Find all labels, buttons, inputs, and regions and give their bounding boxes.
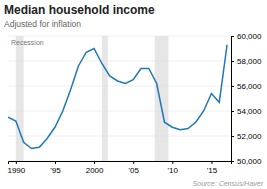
recession-band — [102, 36, 108, 161]
x-tick-mark — [133, 161, 134, 164]
x-tick: '10 — [168, 161, 179, 175]
line — [8, 45, 227, 149]
x-tick-label: '05 — [128, 166, 139, 175]
recession-band — [16, 36, 24, 161]
y-tick-mark — [231, 161, 234, 162]
x-tick-label: '95 — [50, 166, 61, 175]
x-tick-label: 1990 — [7, 166, 25, 175]
x-tick: '95 — [50, 161, 61, 175]
title: Median household income — [4, 3, 155, 17]
y-axis: 50,000 52,000 54,000 56,000 58,000 60,000 — [231, 32, 262, 166]
chart: Median household income Adjusted for infl… — [0, 0, 267, 189]
x-tick-mark — [94, 161, 95, 164]
y-tick: 58,000 — [231, 57, 262, 66]
x-tick-mark — [211, 161, 212, 164]
x-tick: '15 — [207, 161, 218, 175]
y-tick-mark — [231, 86, 234, 87]
y-tick: 54,000 — [231, 107, 262, 116]
grid-line — [8, 61, 231, 62]
subtitle: Adjusted for inflation — [4, 19, 81, 29]
grid-line — [8, 111, 231, 112]
x-tick-mark — [16, 161, 17, 164]
y-tick-mark — [231, 111, 234, 112]
x-tick: 2000 — [86, 161, 104, 175]
grid-line — [8, 136, 231, 137]
y-tick-label: 56,000 — [237, 82, 262, 91]
y-tick-label: 54,000 — [237, 107, 262, 116]
y-tick: 56,000 — [231, 82, 262, 91]
x-axis: 1990 '95 2000 '05 '10 '15 — [7, 161, 231, 175]
x-tick-label: '15 — [207, 166, 218, 175]
grid-line — [8, 36, 231, 37]
y-tick-label: 52,000 — [237, 132, 262, 141]
band-label: Recession — [11, 39, 44, 46]
y-tick-label: 58,000 — [237, 57, 262, 66]
bands — [16, 36, 169, 161]
x-tick-label: 2000 — [86, 166, 104, 175]
y-tick-mark — [231, 136, 234, 137]
x-tick-label: '10 — [168, 166, 179, 175]
source: Source: Census/Haver — [193, 180, 264, 187]
y-axis-line — [232, 37, 235, 162]
x-axis-line — [9, 162, 232, 165]
marks — [8, 36, 227, 161]
recession-band — [155, 36, 169, 161]
plot: 1990 '95 2000 '05 '10 '15 50,000 52,000 54,000 56… — [7, 32, 262, 175]
y-tick-mark — [231, 61, 234, 62]
y-tick-mark — [231, 36, 234, 37]
x-tick: 1990 — [7, 161, 25, 175]
y-tick-label: 60,000 — [237, 32, 262, 41]
grid-line — [8, 86, 231, 87]
x-tick: '05 — [128, 161, 139, 175]
y-tick-label: 50,000 — [237, 157, 262, 166]
y-tick: 60,000 — [231, 32, 262, 41]
y-tick: 50,000 — [231, 157, 262, 166]
grid — [8, 36, 231, 161]
x-tick-mark — [55, 161, 56, 164]
x-tick-mark — [172, 161, 173, 164]
y-tick: 52,000 — [231, 132, 262, 141]
